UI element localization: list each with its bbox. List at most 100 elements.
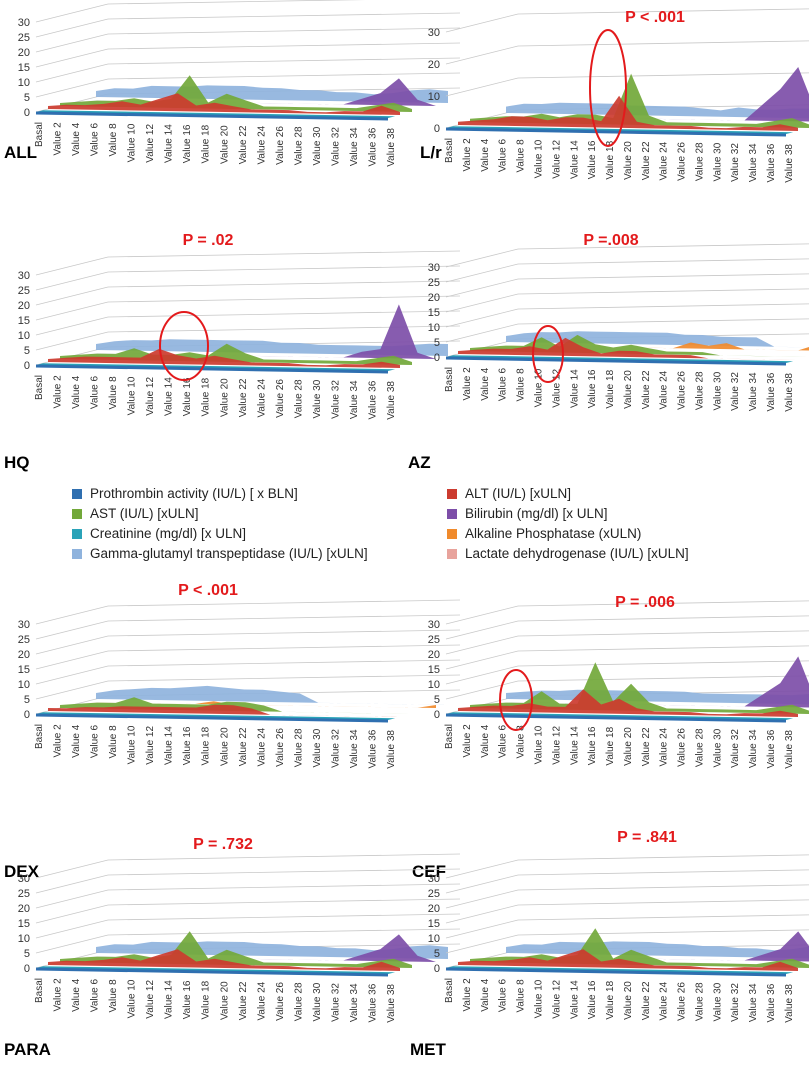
gridline bbox=[445, 904, 519, 924]
series-ast-area bbox=[470, 662, 809, 714]
x-tick-label: Value 28 bbox=[293, 379, 304, 418]
gridline bbox=[107, 898, 461, 906]
x-tick-label: Value 10 bbox=[533, 979, 544, 1018]
x-tick-label: Value 6 bbox=[90, 724, 101, 758]
y-tick-label: 20 bbox=[18, 300, 30, 312]
gridline bbox=[107, 674, 461, 682]
series-ggt-area bbox=[506, 102, 809, 119]
gridline bbox=[107, 659, 461, 667]
x-tick-label: Basal bbox=[34, 122, 45, 147]
chart-panel-l-r: 0 10 20 30 Basal Value 2 Value 4 Value 6 Value 8… bbox=[420, 8, 809, 183]
series-prothrombin-strip bbox=[35, 967, 389, 977]
y-tick-label: 15 bbox=[18, 315, 30, 327]
y-tick-label: 0 bbox=[24, 107, 30, 119]
chart-panel-para: 0 5 10 15 20 25 30 Basal Value 2 Value 4 Value 6 Va… bbox=[4, 836, 461, 1059]
legend-label: Creatinine (mg/dl) [x ULN] bbox=[90, 526, 247, 541]
legend-item-ggt: Gamma-glutamyl transpeptidase (IU/L) [xU… bbox=[72, 546, 368, 561]
x-tick-label: Value 14 bbox=[569, 980, 580, 1019]
x-tick-label: Value 36 bbox=[766, 143, 777, 182]
highlight-ellipse bbox=[159, 311, 209, 381]
legend-swatch-ggt bbox=[72, 549, 82, 559]
x-tick-label: Basal bbox=[444, 978, 455, 1003]
y-tick-label: 5 bbox=[434, 337, 440, 349]
x-tick-label: Value 34 bbox=[748, 729, 759, 768]
series-prothrombin-strip bbox=[445, 967, 787, 977]
x-tick-label: Value 24 bbox=[659, 981, 670, 1020]
gridline bbox=[517, 914, 809, 921]
x-tick-label: Value 4 bbox=[71, 122, 82, 156]
x-tick-label: Value 28 bbox=[695, 371, 706, 410]
x-tick-label: Value 28 bbox=[695, 728, 706, 767]
y-tick-label: 15 bbox=[18, 918, 30, 930]
gridline bbox=[107, 614, 461, 622]
x-tick-label: Value 16 bbox=[182, 124, 193, 163]
gridline bbox=[517, 72, 809, 79]
series-alt-area bbox=[48, 949, 400, 971]
x-tick-label: Value 10 bbox=[533, 368, 544, 407]
gridline bbox=[107, 883, 461, 891]
x-tick-label: Value 36 bbox=[766, 983, 777, 1022]
series-alt-area bbox=[458, 95, 798, 131]
x-tick-label: Value 28 bbox=[293, 728, 304, 767]
x-tick-label: Value 12 bbox=[145, 124, 156, 163]
x-tick-label: Value 18 bbox=[201, 124, 212, 163]
series-ggt-area bbox=[96, 339, 448, 356]
x-tick-label: Value 20 bbox=[219, 378, 230, 417]
x-tick-label: Value 12 bbox=[145, 726, 156, 765]
legend-label: ALT (IU/L) [xULN] bbox=[465, 486, 572, 501]
legend-swatch-creatinine bbox=[72, 529, 82, 539]
gridline bbox=[445, 605, 519, 625]
gridline bbox=[445, 13, 519, 33]
gridline bbox=[517, 645, 809, 652]
y-tick-label: 10 bbox=[18, 330, 30, 342]
series-prothrombin-strip bbox=[35, 364, 389, 374]
x-tick-label: Value 28 bbox=[293, 126, 304, 165]
x-tick-label: Value 26 bbox=[677, 728, 688, 767]
x-tick-label: Value 2 bbox=[462, 138, 473, 172]
x-tick-label: Value 10 bbox=[127, 979, 138, 1018]
x-tick-label: Value 24 bbox=[256, 727, 267, 766]
gridline bbox=[35, 286, 109, 306]
gridline bbox=[35, 919, 109, 939]
y-tick-label: 5 bbox=[24, 694, 30, 706]
gridline bbox=[445, 680, 519, 700]
x-tick-label: Value 32 bbox=[730, 372, 741, 411]
x-tick-label: Value 26 bbox=[275, 126, 286, 165]
x-tick-label: Value 24 bbox=[659, 370, 670, 409]
gridline bbox=[517, 854, 809, 861]
x-tick-label: Value 10 bbox=[533, 139, 544, 178]
panel-title: AZ bbox=[408, 453, 431, 472]
legend-item-ldh: Lactate dehydrogenase (IU/L) [xULN] bbox=[447, 546, 689, 561]
x-tick-label: Value 14 bbox=[164, 377, 175, 416]
gridline bbox=[445, 263, 519, 283]
gridline bbox=[107, 0, 367, 5]
legend-label: Alkaline Phosphatase (xULN) bbox=[465, 526, 642, 541]
series-prothrombin-strip bbox=[445, 127, 787, 137]
x-tick-label: Basal bbox=[444, 138, 455, 163]
gridline bbox=[35, 874, 109, 894]
x-tick-label: Value 24 bbox=[659, 141, 670, 180]
legend-label: Bilirubin (mg/dl) [x ULN] bbox=[465, 506, 608, 521]
x-tick-label: Value 24 bbox=[256, 378, 267, 417]
gridline bbox=[35, 63, 109, 83]
y-tick-label: 10 bbox=[428, 679, 440, 691]
gridline bbox=[35, 650, 109, 670]
x-tick-label: Value 18 bbox=[201, 726, 212, 765]
x-tick-label: Value 12 bbox=[145, 980, 156, 1019]
gridline bbox=[107, 27, 461, 35]
x-tick-label: Value 32 bbox=[730, 143, 741, 182]
y-tick-label: 30 bbox=[428, 873, 440, 885]
panel-title: HQ bbox=[4, 453, 30, 472]
x-tick-label: Value 38 bbox=[386, 984, 397, 1023]
x-tick-label: Value 16 bbox=[182, 377, 193, 416]
gridline bbox=[35, 680, 109, 700]
gridline bbox=[107, 853, 461, 861]
series-bilirubin-area bbox=[84, 934, 436, 962]
series-creatinine-strip bbox=[446, 712, 794, 720]
y-tick-label: 15 bbox=[428, 664, 440, 676]
series-creatinine-strip bbox=[446, 966, 794, 974]
y-tick-label: 30 bbox=[18, 270, 30, 282]
x-tick-label: Value 10 bbox=[127, 725, 138, 764]
gridline bbox=[445, 620, 519, 640]
y-tick-label: 20 bbox=[428, 649, 440, 661]
